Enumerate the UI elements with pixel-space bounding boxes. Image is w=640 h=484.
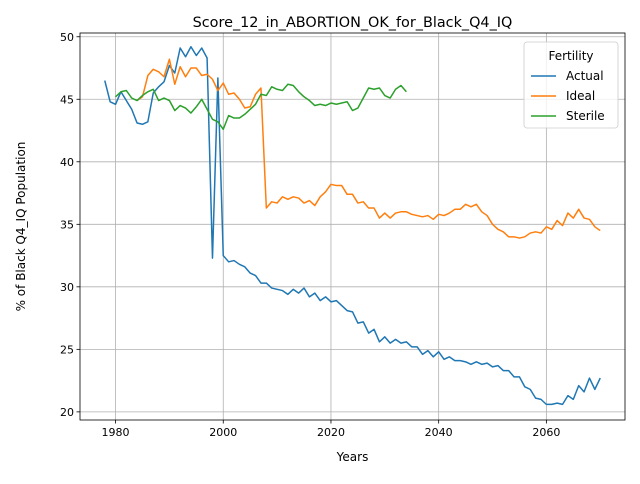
legend-title: Fertility	[548, 49, 593, 63]
y-tick-label: 50	[60, 31, 74, 44]
x-axis-label: Years	[336, 450, 369, 464]
y-axis-label: % of Black Q4_IQ Population	[14, 142, 28, 312]
legend-box	[523, 41, 619, 129]
x-tick-label: 2040	[425, 426, 453, 439]
series-line-actual	[104, 46, 601, 406]
y-tick-label: 30	[60, 281, 74, 294]
y-tick-label: 20	[60, 406, 74, 419]
x-tick-label: 2060	[532, 426, 560, 439]
y-tick-label: 45	[60, 93, 74, 106]
legend-label-ideal: Ideal	[566, 89, 595, 103]
y-tick-label: 40	[60, 156, 74, 169]
y-tick-label: 25	[60, 343, 74, 356]
series-line-sterile	[115, 83, 407, 131]
chart-title: Score_12_in_ABORTION_OK_for_Black_Q4_IQ	[193, 15, 513, 31]
x-tick-label: 1980	[102, 426, 130, 439]
legend-label-actual: Actual	[566, 69, 604, 83]
x-tick-label: 2020	[317, 426, 345, 439]
plot-frame	[79, 32, 626, 421]
legend: Fertility Actual Ideal Sterile	[523, 41, 619, 129]
x-tick-label: 2000	[209, 426, 237, 439]
legend-label-sterile: Sterile	[566, 109, 605, 123]
series-line-ideal	[136, 58, 601, 239]
y-tick-label: 35	[60, 218, 74, 231]
